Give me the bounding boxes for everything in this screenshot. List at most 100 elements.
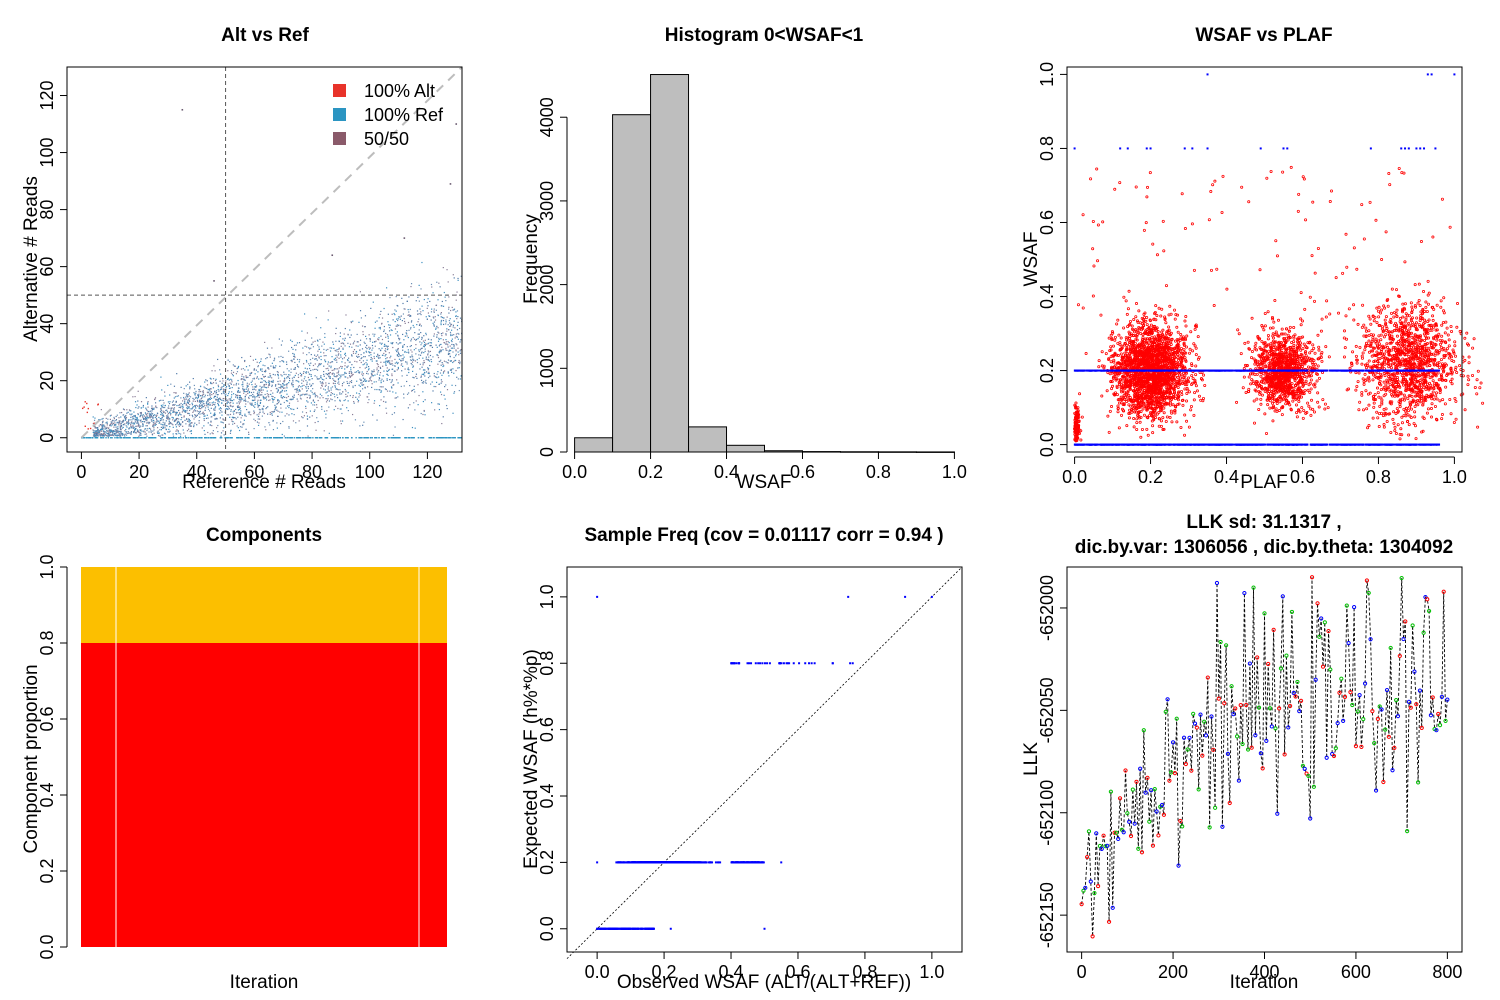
data-point <box>447 353 450 356</box>
data-point <box>170 407 172 409</box>
data-point <box>322 383 324 385</box>
data-point <box>272 367 275 369</box>
data-point <box>271 347 273 349</box>
x-axis-label: WSAF <box>737 472 792 493</box>
data-point <box>180 386 182 388</box>
data-point <box>172 400 175 402</box>
data-point <box>420 376 422 378</box>
data-point <box>296 437 299 439</box>
data-point <box>344 371 346 374</box>
data-point <box>211 404 213 406</box>
data-point <box>237 379 239 382</box>
data-point <box>149 421 151 424</box>
data-point <box>360 357 362 360</box>
data-point <box>358 321 360 323</box>
data-point <box>391 373 393 375</box>
data-point <box>201 413 203 415</box>
data-point <box>158 422 160 424</box>
data-point <box>210 382 212 385</box>
data-point <box>145 418 147 420</box>
data-point <box>289 374 291 376</box>
data-point <box>214 370 216 372</box>
y-tick-label: 40 <box>37 314 57 334</box>
chart-title: Histogram 0<WSAF<1 <box>665 25 864 46</box>
data-point <box>264 365 266 367</box>
data-point <box>271 377 273 379</box>
data-point <box>449 325 451 328</box>
data-point <box>139 415 141 418</box>
data-point <box>412 370 414 373</box>
data-point <box>128 409 131 411</box>
data-point <box>379 366 382 369</box>
data-point <box>130 432 132 434</box>
observed-point <box>1187 425 1191 429</box>
data-point <box>113 426 115 428</box>
data-point <box>99 434 101 436</box>
data-point <box>134 415 136 417</box>
data-point <box>183 398 185 400</box>
data-point <box>323 343 325 345</box>
data-point <box>209 390 211 392</box>
data-point <box>208 410 211 412</box>
data-point <box>308 437 310 439</box>
data-point <box>122 437 125 439</box>
data-point <box>227 370 229 372</box>
data-point <box>415 400 417 402</box>
data-point <box>435 385 437 388</box>
data-point <box>299 430 301 432</box>
data-point <box>251 402 253 404</box>
data-point <box>374 345 376 347</box>
data-point <box>162 419 165 421</box>
data-point <box>222 422 224 424</box>
data-point <box>420 347 422 350</box>
data-point <box>201 404 204 406</box>
data-point <box>371 371 373 373</box>
data-point <box>384 345 386 347</box>
data-point <box>326 374 329 376</box>
data-point <box>381 322 383 324</box>
data-point <box>279 365 281 367</box>
data-point <box>264 375 266 378</box>
data-point <box>331 369 333 372</box>
data-point <box>305 371 307 373</box>
data-point <box>202 391 204 393</box>
data-point <box>223 419 225 421</box>
data-point <box>219 412 221 414</box>
data-point <box>420 325 422 327</box>
data-point <box>151 413 154 415</box>
data-point <box>108 435 110 437</box>
data-point <box>328 432 330 434</box>
y-tick-label: 20 <box>37 371 57 391</box>
data-point <box>220 437 223 439</box>
data-point <box>451 338 453 340</box>
data-point <box>440 382 442 384</box>
data-point <box>295 391 298 393</box>
data-point <box>217 399 219 401</box>
data-point <box>231 400 234 402</box>
data-point <box>329 377 331 379</box>
data-point <box>379 386 381 388</box>
data-point <box>154 421 156 423</box>
data-point <box>213 437 216 439</box>
data-point <box>122 408 125 410</box>
data-point <box>104 431 106 433</box>
data-point <box>161 406 164 408</box>
data-point <box>142 416 144 418</box>
data-point <box>204 396 206 398</box>
data-point <box>174 420 176 422</box>
data-point <box>235 437 238 439</box>
data-point <box>194 397 197 399</box>
data-point <box>287 376 290 378</box>
data-point <box>314 340 316 342</box>
data-point <box>460 349 462 351</box>
data-point <box>269 424 271 426</box>
data-point <box>136 425 138 427</box>
data-point <box>437 403 439 405</box>
data-point <box>93 435 96 437</box>
data-point <box>440 359 442 361</box>
data-point <box>366 380 368 382</box>
data-point <box>206 401 208 403</box>
data-point <box>233 384 235 386</box>
data-point <box>439 437 442 439</box>
data-point <box>236 396 239 398</box>
